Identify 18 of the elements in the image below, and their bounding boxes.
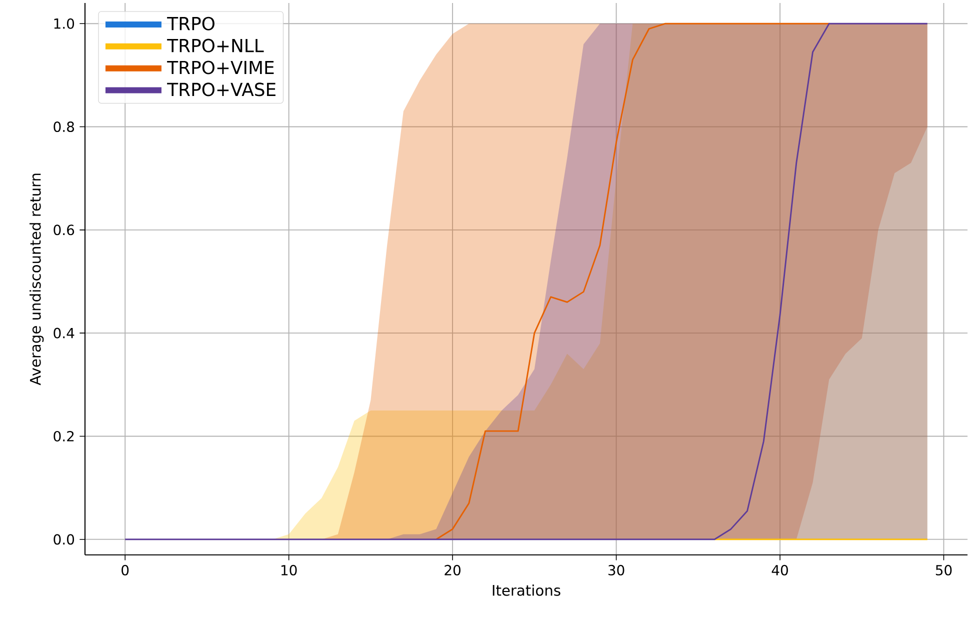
legend-label: TRPO	[167, 16, 214, 30]
x-tick-label: 0	[122, 564, 129, 576]
y-tick-label: 0.6	[54, 224, 74, 236]
x-tick-label: 50	[936, 564, 952, 576]
x-tick-label: 10	[281, 564, 297, 576]
legend-label: TRPO+VIME	[167, 60, 274, 74]
y-axis-title: Average undiscounted return	[30, 174, 44, 386]
legend-label: TRPO+VASE	[167, 82, 276, 96]
y-tick-label: 0.2	[54, 431, 74, 442]
y-tick-label: 1.0	[54, 18, 74, 29]
y-tick-label: 0.0	[54, 534, 74, 545]
y-tick-label: 0.8	[54, 122, 74, 132]
x-tick-label: 20	[444, 564, 460, 576]
x-tick-label: 30	[608, 564, 624, 576]
x-tick-label: 40	[772, 564, 788, 576]
x-axis-title: Iterations	[492, 584, 560, 596]
legend-label: TRPO+NLL	[167, 38, 264, 52]
y-tick-label: 0.4	[54, 328, 74, 338]
